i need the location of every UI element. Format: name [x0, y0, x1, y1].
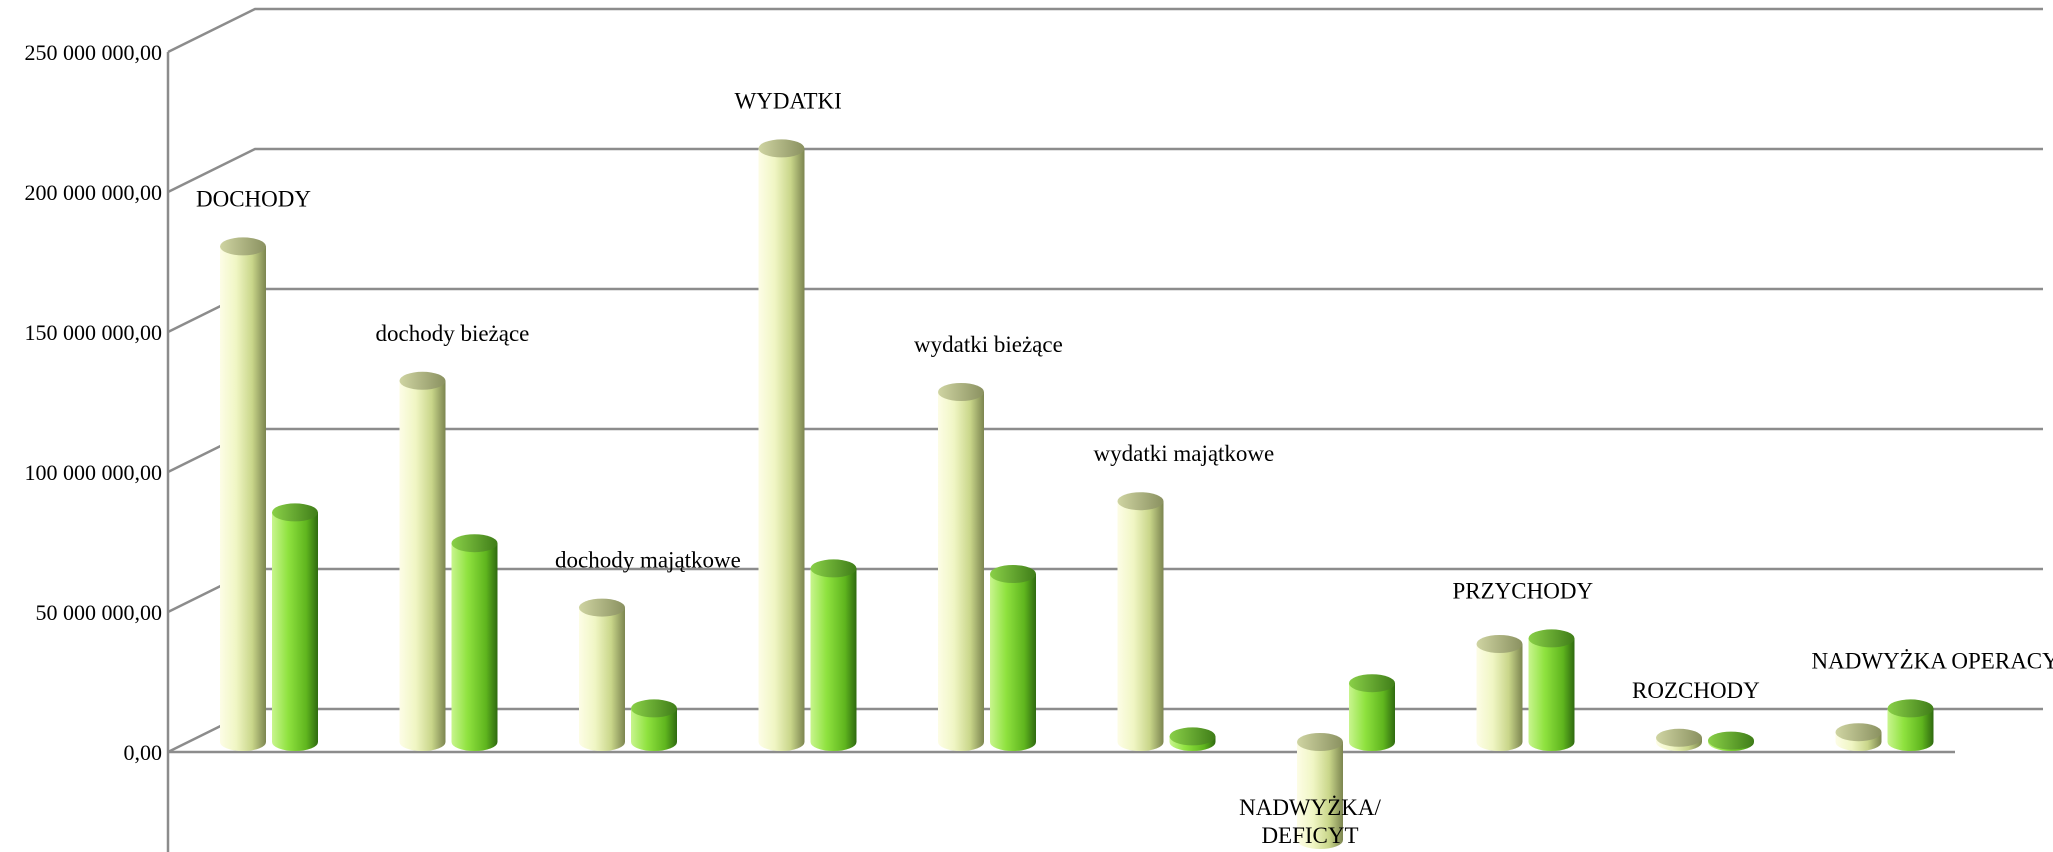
category-label: PRZYCHODY	[1453, 578, 1594, 603]
gridline	[167, 7, 2043, 54]
category-label: wydatki bieżące	[914, 332, 1063, 357]
bar-series-1	[1835, 723, 1882, 751]
bar-series-1	[1476, 635, 1523, 751]
bar-series-2	[451, 534, 498, 751]
category-label: ROZCHODY	[1632, 678, 1760, 703]
gridlines	[166, 7, 2043, 852]
bar-series-2	[272, 503, 318, 751]
bar-series-2	[810, 559, 857, 751]
bar-series-2	[1169, 727, 1216, 751]
bar-series-1	[758, 139, 805, 751]
gridline	[167, 147, 2043, 194]
bar-series-2	[1528, 629, 1575, 751]
bar-series-2	[1349, 674, 1395, 751]
category-label: DOCHODY	[196, 186, 311, 211]
bar-series-2	[990, 565, 1036, 751]
bar-series-1	[579, 598, 625, 751]
category-label: NADWYŻKA OPERACYJNA	[1812, 648, 2053, 673]
y-axis-ticks: 0,00 50 000 000,00 100 000 000,00 150 000 0…	[25, 40, 163, 765]
gridline	[167, 707, 2043, 754]
y-tick-label: 200 000 000,00	[25, 180, 163, 205]
category-label: dochody majątkowe	[555, 548, 741, 573]
y-tick-label: 100 000 000,00	[25, 460, 163, 485]
y-tick-label: 150 000 000,00	[25, 320, 163, 345]
bar-series-1	[1297, 733, 1343, 849]
category-label: WYDATKI	[735, 88, 842, 113]
y-tick-label: 250 000 000,00	[25, 40, 163, 65]
category-labels: DOCHODY dochody bieżące dochody majątkowe W…	[196, 88, 2053, 848]
bar-series-1	[1656, 728, 1702, 751]
y-tick-label: 0,00	[124, 740, 163, 765]
bar-series-1	[1117, 492, 1164, 751]
category-label: wydatki majątkowe	[1094, 441, 1275, 466]
bar-series-1	[220, 237, 266, 751]
bar-series-1	[399, 371, 446, 751]
bar-series-2	[1887, 699, 1934, 751]
bar-series-2	[1708, 731, 1754, 751]
category-label: NADWYŻKA/DEFICYT	[1239, 795, 1381, 848]
category-label: dochody bieżące	[376, 321, 530, 346]
y-tick-label: 50 000 000,00	[36, 600, 163, 625]
bar-series-2	[631, 699, 677, 751]
bars	[220, 139, 1934, 849]
bar-series-1	[938, 383, 984, 751]
gridline	[167, 567, 2043, 614]
